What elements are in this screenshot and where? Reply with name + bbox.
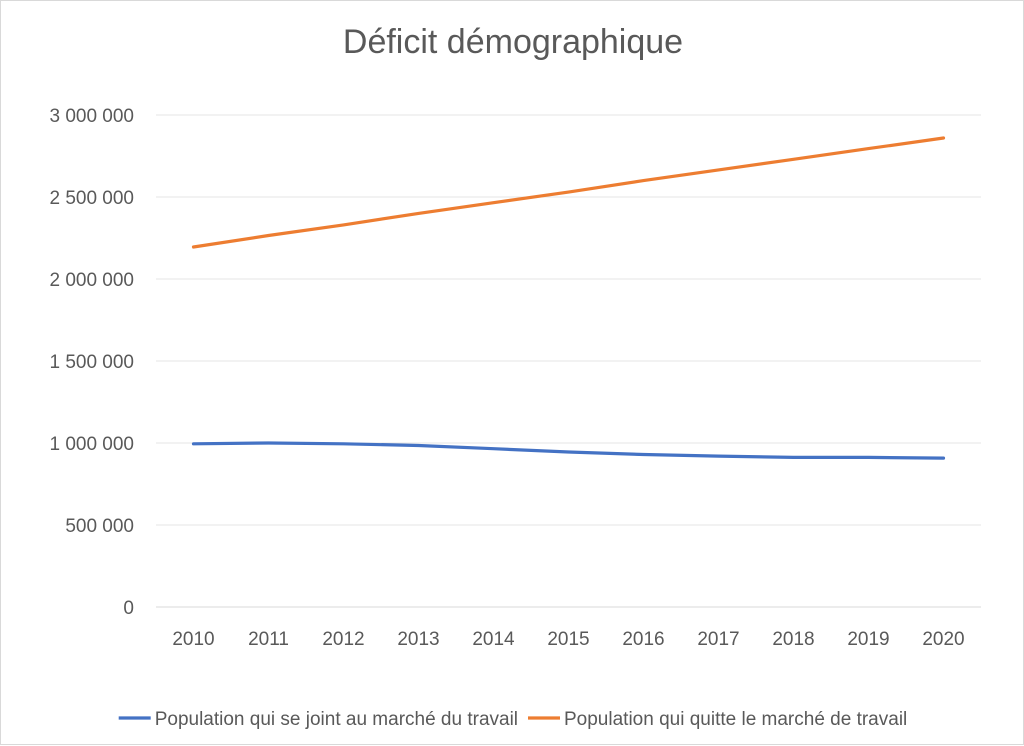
y-tick-label: 2 000 000 xyxy=(49,270,134,291)
y-tick-label: 1 000 000 xyxy=(49,434,134,455)
x-tick-label: 2015 xyxy=(547,629,589,650)
data-point xyxy=(492,447,495,450)
x-tick-label: 2020 xyxy=(922,629,964,650)
y-tick-label: 500 000 xyxy=(65,516,134,537)
data-point xyxy=(417,444,420,447)
data-point xyxy=(342,442,345,445)
x-tick-label: 2018 xyxy=(772,629,814,650)
x-tick-label: 2013 xyxy=(397,629,439,650)
data-point xyxy=(642,179,645,182)
series-lines xyxy=(191,136,946,460)
data-point xyxy=(942,457,945,460)
y-tick-label: 1 500 000 xyxy=(49,352,134,373)
data-point xyxy=(942,136,945,139)
data-point xyxy=(792,158,795,161)
data-point xyxy=(717,168,720,171)
x-tick-label: 2016 xyxy=(622,629,664,650)
legend-item-1: Population qui se joint au marché du tra… xyxy=(118,709,518,730)
data-point xyxy=(642,453,645,456)
data-point xyxy=(492,201,495,204)
y-tick-label: 0 xyxy=(123,598,134,619)
x-tick-label: 2014 xyxy=(472,629,515,650)
legend: Population qui se joint au marché du tra… xyxy=(118,709,907,730)
data-point xyxy=(192,442,195,445)
data-point xyxy=(792,456,795,459)
data-point xyxy=(417,212,420,215)
legend-item-2: Population qui quitte le marché de trava… xyxy=(528,709,907,730)
legend-label: Population qui quitte le marché de trava… xyxy=(564,709,907,730)
data-point xyxy=(567,451,570,454)
data-point xyxy=(867,147,870,150)
data-point xyxy=(867,456,870,459)
series-line-2 xyxy=(191,136,946,249)
x-tick-label: 2019 xyxy=(847,629,889,650)
data-point xyxy=(567,191,570,194)
data-point xyxy=(267,234,270,237)
legend-label: Population qui se joint au marché du tra… xyxy=(155,709,518,730)
series-line-1 xyxy=(191,441,946,460)
chart-title: Déficit démographique xyxy=(343,23,683,61)
data-point xyxy=(717,455,720,458)
data-point xyxy=(342,223,345,226)
y-tick-label: 2 500 000 xyxy=(49,188,134,209)
gridlines xyxy=(156,114,981,526)
axes: 0 500 000 1 000 000 1 500 000 2 000 000 2 500… xyxy=(49,106,981,650)
data-point xyxy=(267,442,270,445)
y-tick-label: 3 000 000 xyxy=(49,106,134,127)
x-tick-label: 2010 xyxy=(172,629,214,650)
x-tick-label: 2011 xyxy=(248,629,289,650)
x-tick-label: 2012 xyxy=(322,629,364,650)
x-tick-label: 2017 xyxy=(697,629,739,650)
data-point xyxy=(192,246,195,249)
